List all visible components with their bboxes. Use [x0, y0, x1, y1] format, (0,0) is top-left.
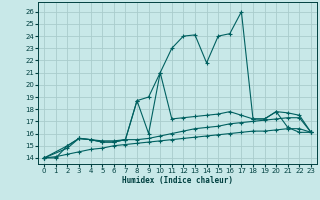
- X-axis label: Humidex (Indice chaleur): Humidex (Indice chaleur): [122, 176, 233, 185]
